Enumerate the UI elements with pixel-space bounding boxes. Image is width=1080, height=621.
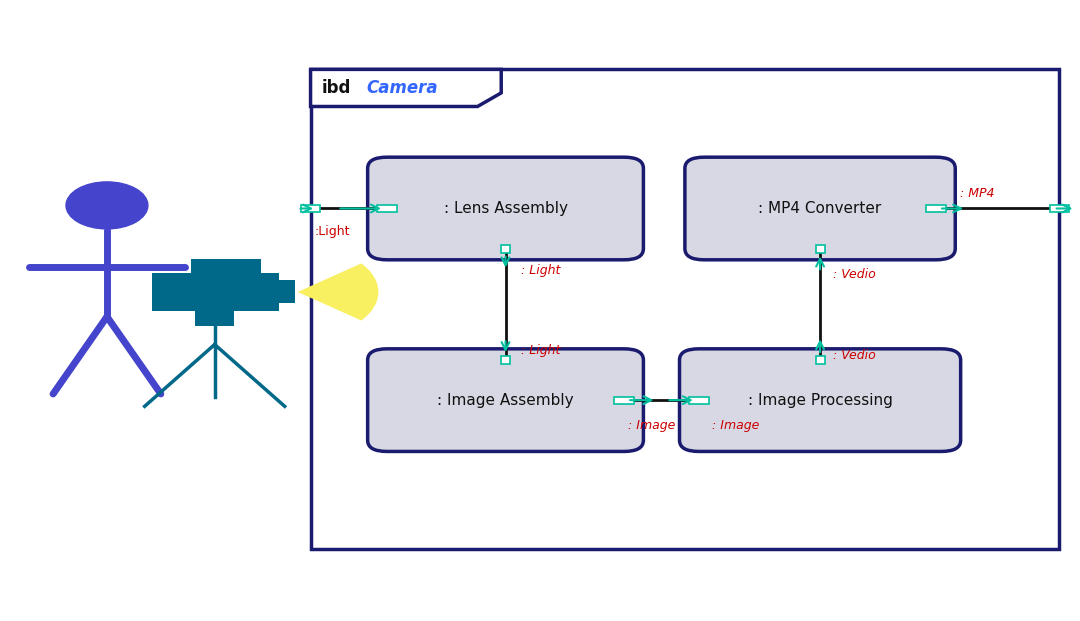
FancyBboxPatch shape (367, 349, 644, 451)
FancyBboxPatch shape (280, 279, 296, 303)
Text: : Image: : Image (713, 419, 759, 432)
Circle shape (66, 182, 148, 229)
Text: : Image Processing: : Image Processing (747, 392, 892, 407)
Text: : MP4 Converter: : MP4 Converter (758, 201, 881, 216)
Text: : MP4: : MP4 (960, 186, 995, 199)
FancyBboxPatch shape (152, 273, 280, 310)
Text: : Light: : Light (521, 264, 561, 277)
Text: ibd: ibd (322, 79, 351, 97)
Bar (689, 397, 708, 404)
Bar (1050, 205, 1069, 212)
FancyBboxPatch shape (367, 157, 644, 260)
Text: : Vedio: : Vedio (833, 268, 876, 281)
Bar (501, 356, 510, 364)
Bar (501, 245, 510, 253)
FancyBboxPatch shape (152, 273, 178, 289)
Text: : Lens Assembly: : Lens Assembly (444, 201, 567, 216)
Bar (615, 397, 634, 404)
Text: : Light: : Light (521, 344, 561, 357)
Text: : Image: : Image (629, 419, 676, 432)
Bar (311, 70, 1059, 548)
Bar (377, 205, 396, 212)
Bar (815, 245, 825, 253)
FancyBboxPatch shape (679, 349, 960, 451)
Bar (927, 205, 946, 212)
FancyBboxPatch shape (685, 157, 956, 260)
Wedge shape (298, 263, 378, 320)
Bar (301, 205, 321, 212)
Text: :Light: :Light (315, 225, 350, 238)
Bar (815, 356, 825, 364)
Text: : Vedio: : Vedio (833, 348, 876, 361)
FancyBboxPatch shape (195, 310, 234, 326)
Polygon shape (311, 70, 501, 106)
FancyBboxPatch shape (191, 258, 261, 273)
Text: : Image Assembly: : Image Assembly (437, 392, 573, 407)
Text: Camera: Camera (366, 79, 438, 97)
